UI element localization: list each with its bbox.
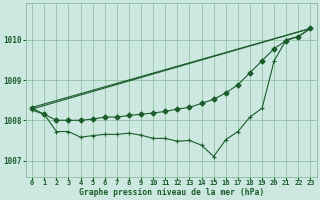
X-axis label: Graphe pression niveau de la mer (hPa): Graphe pression niveau de la mer (hPa): [79, 188, 264, 197]
